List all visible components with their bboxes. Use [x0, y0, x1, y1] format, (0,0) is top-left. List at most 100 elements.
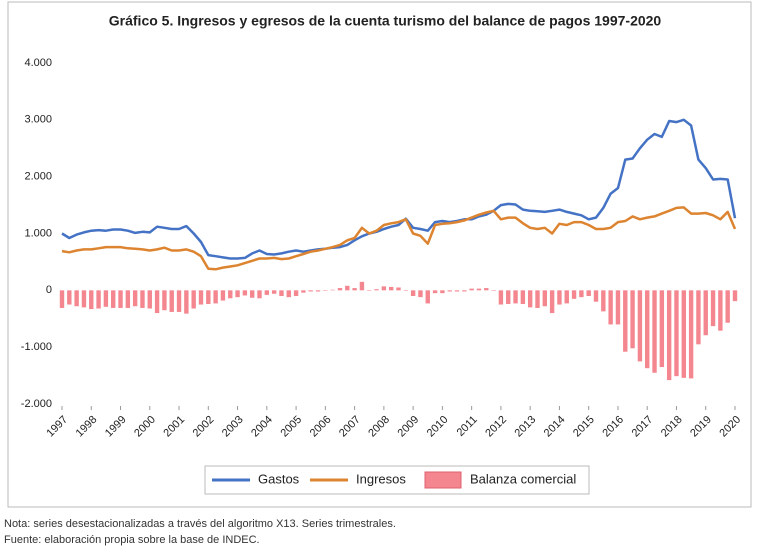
x-tick-label: 1999 [103, 414, 129, 440]
bar [323, 290, 328, 291]
bar [696, 290, 701, 345]
x-tick-label: 2007 [337, 414, 363, 440]
bar [359, 281, 365, 291]
bar [220, 290, 226, 301]
bar [725, 290, 730, 323]
bar [59, 290, 65, 308]
legend-label: Balanza comercial [470, 471, 576, 486]
x-tick-label: 2008 [366, 414, 392, 440]
bar [381, 286, 387, 291]
bar [352, 288, 357, 291]
bar [440, 290, 445, 294]
bar [345, 285, 350, 291]
bar [176, 290, 182, 312]
x-tick-label: 2020 [717, 414, 743, 440]
bar [564, 290, 569, 304]
bar [191, 290, 196, 309]
bar [535, 290, 540, 308]
bar [601, 290, 606, 312]
x-tick-label: 1998 [74, 414, 100, 440]
x-tick-label: 2006 [308, 414, 334, 440]
x-tick-label: 2005 [278, 414, 304, 440]
bar [315, 290, 321, 292]
bar [586, 290, 591, 297]
bar [147, 290, 152, 309]
bar [513, 290, 518, 304]
x-tick-label: 2015 [571, 414, 597, 440]
frame [7, 1, 752, 508]
bar [615, 290, 621, 325]
bar [498, 290, 504, 305]
x-tick-label: 2004 [249, 414, 275, 440]
bar [703, 290, 708, 336]
bar [235, 290, 240, 298]
bar [264, 290, 270, 295]
note: Fuente: elaboración propia sobre la base… [4, 534, 260, 546]
bar [140, 290, 145, 308]
bar [125, 290, 131, 308]
y-tick-label: 1.000 [24, 227, 52, 239]
bar [374, 289, 379, 291]
bar [308, 290, 313, 292]
bar [396, 287, 401, 291]
bar [652, 290, 657, 373]
bar [666, 290, 672, 381]
bar [81, 290, 87, 308]
bar [367, 290, 372, 291]
bar [608, 290, 613, 325]
bar [162, 290, 167, 311]
bar [132, 290, 138, 307]
bar [184, 290, 189, 314]
bar [118, 290, 123, 308]
bar [579, 290, 584, 298]
bar [257, 290, 262, 299]
bar [403, 290, 409, 291]
bar [527, 290, 533, 308]
legend-swatch [424, 471, 462, 489]
bar [425, 290, 430, 304]
bar [228, 290, 233, 299]
bar [89, 290, 94, 310]
legend-label: Ingresos [356, 471, 406, 486]
x-tick-label: 1997 [44, 414, 70, 440]
y-tick-label: 2.000 [24, 171, 52, 183]
x-tick-label: 2002 [191, 414, 217, 440]
bar [330, 289, 335, 291]
bar [462, 290, 467, 292]
bar [571, 290, 577, 299]
x-tick-label: 2001 [161, 414, 187, 440]
bar [279, 290, 284, 297]
x-tick-label: 2009 [396, 414, 422, 440]
bar [454, 290, 460, 292]
bar [732, 290, 738, 302]
bar [637, 290, 643, 362]
bar [645, 290, 650, 369]
line [61, 118, 737, 260]
bar [206, 290, 211, 304]
y-tick-label: 4.000 [24, 57, 52, 69]
bar [198, 290, 204, 305]
bar [681, 290, 686, 378]
bar [250, 290, 255, 298]
legend-box [204, 465, 590, 495]
bar [432, 290, 438, 294]
bar [623, 290, 628, 352]
y-tick-label: -1.000 [21, 341, 52, 353]
line [61, 206, 737, 271]
bar [271, 290, 277, 294]
x-tick-label: 2011 [455, 414, 480, 439]
bar [688, 290, 694, 379]
bar [293, 290, 299, 297]
x-tick-label: 2014 [542, 414, 568, 440]
bar [213, 290, 218, 304]
bar [447, 290, 452, 292]
y-tick-label: 3.000 [24, 114, 52, 126]
bar [506, 290, 511, 304]
y-tick-label: -2.000 [21, 398, 52, 410]
bar [286, 290, 291, 298]
bar [491, 290, 496, 291]
bar [103, 290, 109, 307]
bar [410, 290, 416, 297]
x-tick-label: 2018 [659, 414, 685, 440]
